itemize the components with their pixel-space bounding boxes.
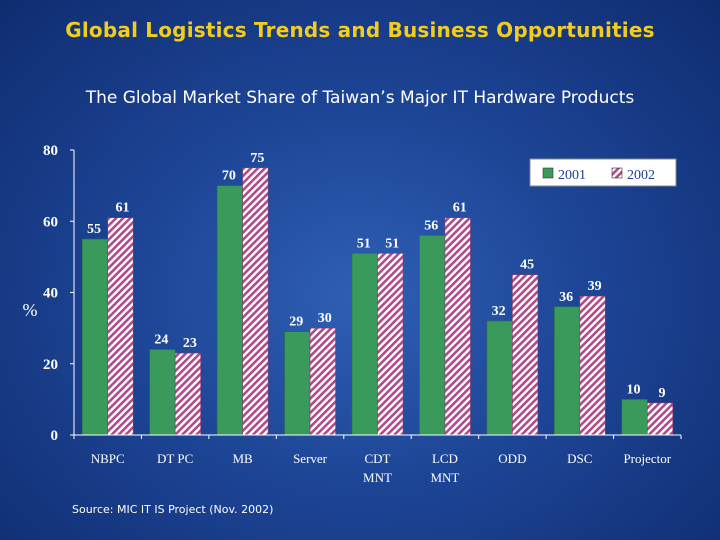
bar-2001	[419, 235, 446, 436]
bar-2002	[579, 295, 606, 436]
x-tick-label: ODD	[498, 451, 526, 466]
data-label: 36	[559, 290, 573, 305]
data-label: 9	[659, 386, 666, 401]
bars-group: 55 61 24 23 70 75 29 30 51 51 56 61 32 45 36 39 10 9	[81, 151, 674, 436]
y-axis-label: %	[23, 300, 38, 320]
bar-2002	[242, 167, 269, 436]
x-tick-label: MB	[232, 451, 253, 466]
data-label: 32	[492, 304, 506, 319]
y-tick-label: 40	[43, 286, 58, 302]
data-label: 39	[588, 279, 602, 294]
data-label: 56	[424, 219, 438, 234]
y-tick-label: 20	[43, 357, 58, 373]
x-tick-label: DT PC	[157, 451, 193, 466]
legend-swatch-2001	[542, 167, 554, 179]
bar-2002	[174, 352, 201, 436]
y-tick-label: 60	[43, 214, 58, 230]
data-label: 75	[250, 151, 264, 166]
data-label: 61	[453, 201, 467, 216]
data-label: 51	[357, 236, 371, 251]
bar-2001	[554, 306, 581, 436]
data-label: 55	[87, 222, 101, 237]
slide-title: Global Logistics Trends and Business Opp…	[65, 18, 655, 42]
y-tick-label: 0	[51, 428, 59, 444]
bar-2001	[486, 320, 513, 436]
x-tick-label: MNT	[430, 470, 459, 485]
x-tick-label: Server	[293, 451, 328, 466]
bar-2001	[284, 331, 311, 436]
data-label: 51	[385, 236, 399, 251]
x-tick-label: CDT	[365, 451, 391, 466]
data-label: 10	[627, 382, 641, 397]
x-axis: NBPC DT PC MB Server CDT MNT LCD MNT ODD DSC Proje…	[73, 434, 682, 485]
bar-2001	[149, 349, 176, 436]
source-note: Source: MIC IT IS Project (Nov. 2002)	[72, 503, 274, 516]
legend: 2001 2002	[529, 158, 677, 187]
data-label: 61	[115, 201, 129, 216]
x-tick-label: DSC	[567, 451, 592, 466]
data-label: 30	[318, 311, 332, 326]
bar-2002	[377, 253, 404, 436]
bar-2002	[646, 402, 674, 436]
bar-2002	[512, 274, 539, 436]
x-tick-label: LCD	[432, 451, 458, 466]
y-tick-label: 80	[43, 143, 58, 159]
legend-label-2002: 2002	[627, 168, 655, 183]
bar-2002	[107, 217, 134, 436]
legend-label-2001: 2001	[558, 168, 586, 183]
x-tick-label: NBPC	[91, 451, 125, 466]
bar-2001	[621, 399, 648, 436]
bar-2001	[351, 253, 378, 436]
data-label: 70	[222, 169, 236, 184]
data-label: 23	[183, 336, 197, 351]
bar-2001	[216, 185, 243, 436]
x-tick-label: MNT	[363, 470, 392, 485]
bar-2002	[309, 327, 336, 436]
bar-2002	[444, 217, 471, 436]
data-label: 29	[289, 315, 303, 330]
data-label: 24	[154, 333, 168, 348]
y-axis: 0 20 40 60 80	[43, 143, 75, 444]
bar-2001	[81, 238, 109, 436]
chart-title: The Global Market Share of Taiwan’s Majo…	[85, 88, 635, 108]
legend-swatch-2002	[611, 167, 623, 179]
data-label: 45	[520, 258, 534, 273]
legend-box	[529, 158, 677, 187]
x-tick-label: Projector	[623, 451, 671, 466]
